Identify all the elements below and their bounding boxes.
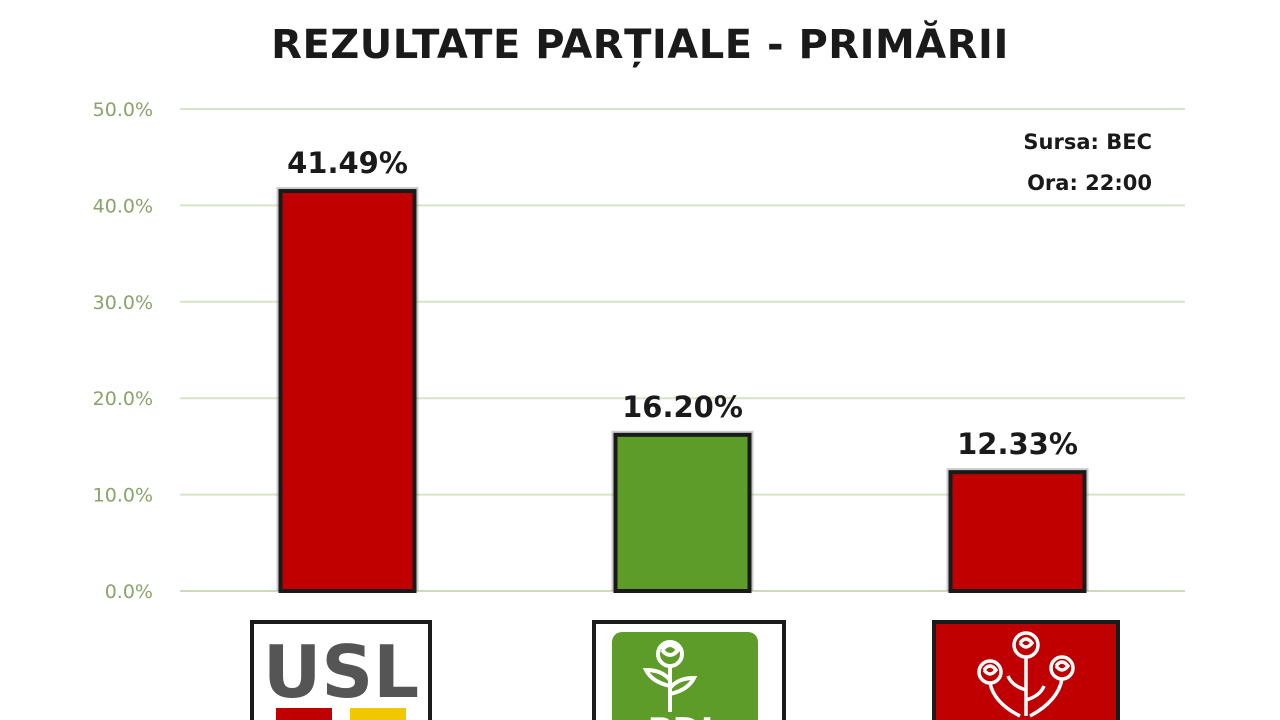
value-label-usl: 41.49% [287,146,408,180]
y-tick-label: 40.0% [93,195,153,217]
value-label-psd: 12.33% [957,427,1078,461]
rose-icon [642,640,698,712]
y-tick-label: 0.0% [105,581,153,603]
time-label: Ora: 22:00 [1027,171,1152,195]
chart-title: REZULTATE PARȚIALE - PRIMĂRII [271,22,1009,68]
y-tick-label: 50.0% [93,99,153,121]
usl-logo-text: USL [263,630,419,714]
source-note: Sursa: BEC Ora: 22:00 [1023,130,1152,195]
pdl-logo-text: PDL [648,711,723,720]
bars [276,187,1089,593]
three-roses-icon [977,631,1075,718]
y-tick-label: 30.0% [93,292,153,314]
y-tick-label: 10.0% [93,485,153,507]
value-labels: 41.49% 16.20% 12.33% [287,146,1078,461]
psd-logo [932,620,1120,720]
y-axis-ticks: 0.0% 10.0% 20.0% 30.0% 40.0% 50.0% [93,99,153,603]
bar-pdl [613,432,752,593]
y-tick-label: 20.0% [93,388,153,410]
bar-psd [948,470,1087,593]
value-label-pdl: 16.20% [622,390,743,424]
pdl-logo: PDL [592,620,786,720]
usl-logo: USL [250,620,432,720]
source-label: Sursa: BEC [1023,130,1152,154]
bar-usl [278,189,417,593]
